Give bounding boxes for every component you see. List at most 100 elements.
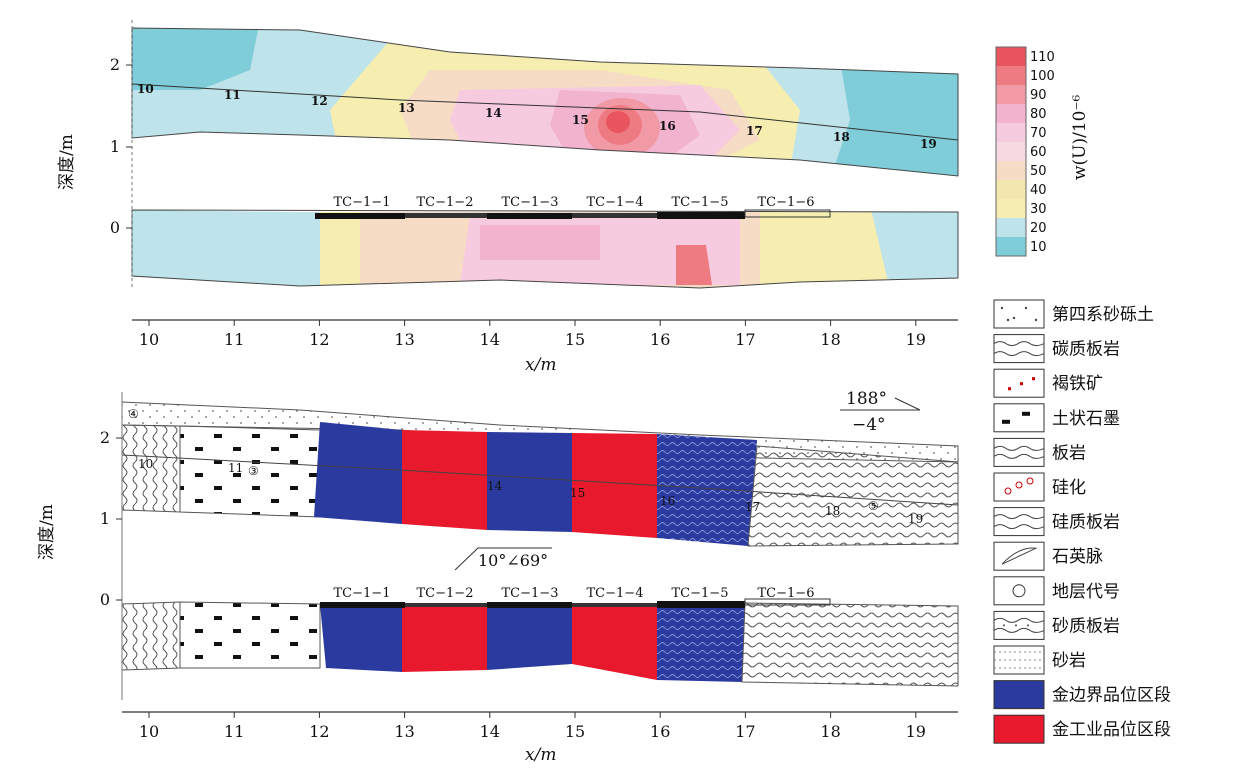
legend-swatch <box>993 714 1045 744</box>
colorbar-swatch <box>996 104 1026 123</box>
bottom-x-tick-label: 10 <box>139 722 159 741</box>
colorbar-tick-label: 80 <box>1030 107 1047 122</box>
colorbar-tick-label: 60 <box>1030 145 1047 160</box>
legend-swatch <box>993 299 1045 329</box>
colorbar-frame <box>995 46 1027 257</box>
bottom-y-tick-label: 0 <box>100 590 110 609</box>
top-contour-panel: 10 11 12 13 14 15 16 17 18 19 210 10 11 12 13 14 15 16 1… <box>57 20 959 375</box>
bottom-point-labels: 10 11 14 15 16 17 18 19 <box>138 457 923 526</box>
legend-swatch <box>993 403 1045 433</box>
bottom-x-tick-label: 15 <box>565 722 585 741</box>
dip-note: 10°∠69° <box>478 551 548 570</box>
legend-label: 石英脉 <box>1052 547 1103 567</box>
legend-label: 板岩 <box>1052 443 1086 463</box>
bottom-y-tick-label: 2 <box>100 428 110 447</box>
top-point-label: 11 <box>224 88 241 102</box>
top-point-label: 13 <box>398 101 415 115</box>
bottom-lower-blue-2 <box>487 604 572 670</box>
colorbar-tick-label: 70 <box>1030 126 1047 141</box>
stratum-mark-5: ⑤ <box>868 499 879 513</box>
colorbar-title: w(U)/10⁻⁶ <box>1070 95 1090 180</box>
legend-swatch-box <box>993 334 1045 364</box>
legend-label: 地层代号 <box>1052 582 1120 602</box>
top-x-axis-label: x/m <box>525 355 556 375</box>
top-trench-label: TC−1−6 <box>758 195 815 210</box>
colorbar-swatch <box>996 237 1026 256</box>
legend-dot <box>1000 306 1004 310</box>
bottom-lower-graphite <box>179 601 321 669</box>
top-y-tick-label: 0 <box>110 218 120 237</box>
top-y-tick-label: 2 <box>110 55 120 74</box>
top-point-label: 12 <box>311 94 328 108</box>
colorbar-swatch <box>996 180 1026 199</box>
bottom-x-tick-label: 16 <box>650 722 670 741</box>
colorbar-tick-label: 90 <box>1030 88 1047 103</box>
colorbar-tick-label: 50 <box>1030 164 1047 179</box>
legend-swatch-box <box>993 472 1045 502</box>
legend-swatch <box>993 576 1045 606</box>
legend-swatch <box>993 334 1045 364</box>
bottom-lower-red-2 <box>572 604 657 680</box>
colorbar-swatch <box>996 218 1026 237</box>
legend-swatch-box <box>993 714 1045 744</box>
legend-label: 土状石墨 <box>1052 409 1120 429</box>
bottom-y-tick-label: 1 <box>100 509 110 528</box>
top-y-axis-label: 深度/m <box>57 134 77 190</box>
legend-swatch-box <box>993 680 1045 710</box>
top-x-tick-label: 10 <box>139 330 159 349</box>
legend-wave <box>993 351 1045 357</box>
bottom-lower-slate-right <box>741 602 959 687</box>
legend-dot <box>1015 624 1017 627</box>
colorbar-swatch <box>996 85 1026 104</box>
legend-dot <box>1006 318 1010 322</box>
legend-swatch-box <box>993 437 1045 467</box>
top-y-ticks: 2 1 0 <box>110 55 132 237</box>
top-trench-label: TC−1−5 <box>672 195 729 210</box>
bottom-lower-blue-3 <box>657 603 745 682</box>
bottom-upper-blue-2 <box>487 432 572 532</box>
bottom-lithology-panel: 10°∠69° 188° −4° ④ ③ ⑤ 10 11 12 13 14 15 16 17 1… <box>37 389 959 765</box>
legend-label: 硅质板岩 <box>1052 513 1120 533</box>
top-point-label: 19 <box>920 137 937 151</box>
bottom-lower-blue-1 <box>320 604 402 672</box>
top-point-label: 14 <box>485 106 502 120</box>
bottom-x-ticks: 10 11 12 13 14 15 16 17 18 19 <box>139 712 926 741</box>
bottom-upper-blue-3 <box>657 434 757 546</box>
colorbar-tick-label: 40 <box>1030 183 1047 198</box>
legend-label: 金工业品位区段 <box>1052 720 1171 740</box>
top-trench-label: TC−1−4 <box>587 195 644 210</box>
legend-label: 碳质板岩 <box>1052 340 1120 360</box>
bottom-point-label: 18 <box>825 504 840 518</box>
bottom-y-axis-label: 深度/m <box>37 504 57 560</box>
legend-wave <box>993 524 1045 530</box>
legend-graphite <box>1002 419 1010 424</box>
legend-swatch <box>993 645 1045 675</box>
bottom-x-axis-label: x/m <box>525 745 556 765</box>
colorbar: 110 100 90 80 70 60 50 40 30 20 10 <box>995 46 1055 257</box>
attitude-bottom: −4° <box>852 415 886 435</box>
legend-swatch-box <box>993 368 1045 398</box>
bottom-trench-label: TC−1−6 <box>758 586 815 601</box>
bottom-trench-labels: TC−1−1 TC−1−2 TC−1−3 TC−1−4 TC−1−5 TC−1−6 <box>334 586 815 601</box>
top-trench-label: TC−1−2 <box>417 195 474 210</box>
bottom-point-label: 16 <box>660 494 675 508</box>
top-trench-labels: TC−1−1 TC−1−2 TC−1−3 TC−1−4 TC−1−5 TC−1−6 <box>334 195 815 210</box>
stratum-mark-3: ③ <box>248 464 259 478</box>
colorbar-tick-label: 110 <box>1030 50 1055 65</box>
legend-label: 褐铁矿 <box>1052 374 1103 394</box>
legend-wave <box>993 514 1045 520</box>
legend-wave <box>993 617 1045 623</box>
legend-label: 金边界品位区段 <box>1052 686 1171 706</box>
colorbar-tick-label: 20 <box>1030 221 1047 236</box>
top-x-tick-label: 11 <box>224 330 244 349</box>
legend-swatch-box <box>993 299 1045 329</box>
legend-swatch <box>993 472 1045 502</box>
bottom-upper-red-2 <box>572 433 657 538</box>
bottom-trench-label: TC−1−3 <box>502 586 559 601</box>
legend-dot <box>1027 624 1029 627</box>
colorbar-swatch <box>996 123 1026 142</box>
bottom-x-tick-label: 19 <box>906 722 926 741</box>
legend-silicification <box>1004 487 1012 495</box>
legend-dot <box>1003 624 1005 627</box>
colorbar-tick-label: 10 <box>1030 240 1047 255</box>
